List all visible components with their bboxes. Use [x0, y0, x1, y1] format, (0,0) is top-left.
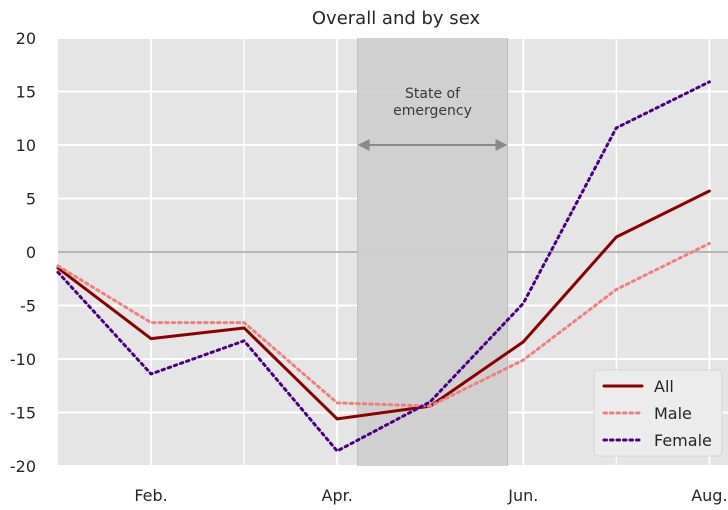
series-line-all — [56, 189, 711, 421]
x-tick-label-2: Jun. — [507, 486, 538, 505]
series-line-male — [56, 241, 711, 408]
legend-label-female: Female — [654, 431, 712, 450]
state-of-emergency-right-arrowhead — [495, 139, 508, 151]
y-tick-label-0: 20 — [16, 29, 36, 48]
legend-label-all: All — [654, 377, 674, 396]
state-of-emergency-region — [357, 38, 508, 466]
y-tick-label-8: -20 — [10, 457, 36, 476]
x-tick-label-0: Feb. — [134, 486, 167, 505]
tick-label-layer: 20 15 10 5 0 -5 -10 -15 -20 Feb. Apr. Jun. Aug. — [10, 29, 728, 505]
state-of-emergency-label-line-0: State of — [405, 86, 461, 102]
legend: All Male Female — [593, 369, 723, 457]
x-tick-label-1: Apr. — [322, 486, 353, 505]
series-layer — [56, 80, 711, 453]
y-tick-label-6: -10 — [10, 350, 36, 369]
state-of-emergency-label-line-1: emergency — [393, 103, 472, 119]
y-tick-label-7: -15 — [10, 404, 36, 423]
y-tick-label-1: 15 — [16, 83, 36, 102]
legend-box — [593, 369, 723, 457]
series-line-female — [56, 80, 711, 453]
shaded-region-layer — [357, 38, 508, 466]
y-tick-label-5: -5 — [20, 297, 36, 316]
y-tick-label-4: 0 — [26, 243, 36, 262]
x-tick-label-3: Aug. — [691, 486, 727, 505]
chart-title: Overall and by sex — [312, 8, 481, 29]
y-tick-label-2: 10 — [16, 136, 36, 155]
state-of-emergency-left-arrowhead — [357, 139, 370, 151]
y-tick-label-3: 5 — [26, 190, 36, 209]
legend-label-male: Male — [654, 404, 692, 423]
